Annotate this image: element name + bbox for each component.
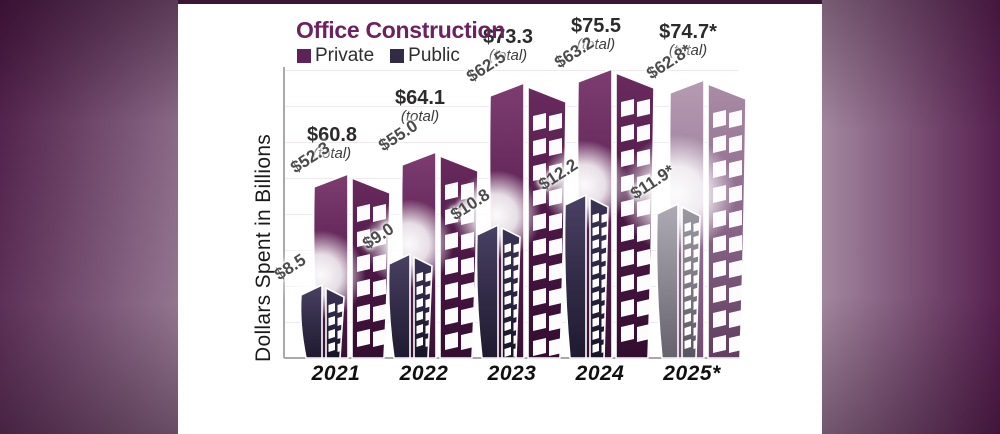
total-label: $60.8 (total): [267, 125, 397, 162]
public-bar-building: [563, 194, 609, 359]
left-border-gradient: [0, 0, 178, 434]
year-label: 2025*: [663, 362, 721, 385]
legend-label-public: Public: [408, 45, 460, 66]
total-label: $64.1 (total): [355, 88, 485, 125]
legend-item-private: Private: [297, 45, 374, 67]
public-bar-building: [299, 284, 345, 359]
legend-item-public: Public: [390, 45, 460, 67]
total-label: $73.3 (total): [443, 27, 573, 64]
total-value: $60.8: [306, 124, 358, 146]
y-axis-label: Dollars Spent in Billions: [252, 133, 275, 362]
total-value: $64.1: [394, 87, 446, 109]
gridline: [285, 70, 739, 71]
legend-swatch-public: [390, 49, 405, 63]
year-label: 2024: [575, 362, 625, 385]
total-caption: (total): [312, 145, 352, 162]
legend: Private Public: [297, 45, 460, 67]
y-axis-line: [283, 67, 285, 358]
public-bar-building: [655, 203, 701, 359]
total-label: $74.7* (total): [623, 22, 753, 59]
total-value: $75.5: [570, 15, 622, 37]
total-caption: (total): [400, 108, 440, 125]
right-border-gradient: [822, 0, 1000, 434]
year-label: 2023: [487, 362, 537, 385]
total-value: $74.7*: [659, 21, 717, 43]
year-label: 2021: [311, 362, 361, 385]
top-border-strip: [178, 0, 822, 4]
public-bar-building: [387, 253, 433, 359]
year-label: 2022: [399, 362, 449, 385]
chart-title: Office Construction: [296, 17, 505, 43]
legend-swatch-private: [297, 49, 311, 63]
total-label: $75.5 (total): [531, 16, 661, 53]
public-bar-building: [475, 224, 521, 359]
total-value: $73.3: [482, 26, 534, 48]
total-caption: (total): [668, 42, 708, 59]
total-caption: (total): [488, 47, 528, 64]
total-caption: (total): [576, 36, 616, 53]
legend-label-private: Private: [315, 45, 375, 66]
